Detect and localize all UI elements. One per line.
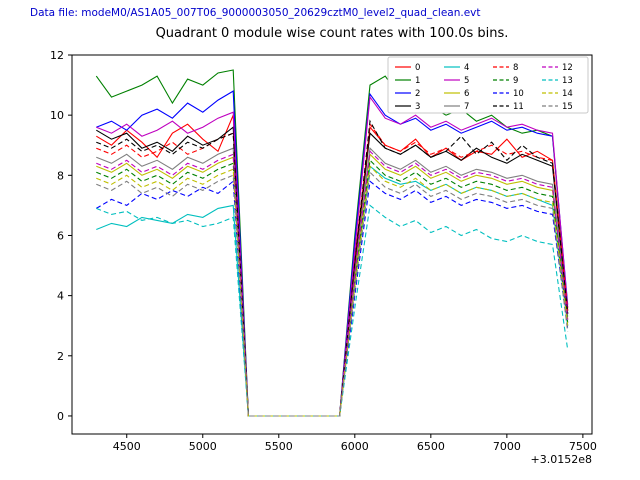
series-line-14: [96, 165, 569, 417]
legend-label-0: 0: [415, 63, 420, 73]
legend-label-1: 1: [415, 76, 420, 86]
x-tick-label: 4500: [113, 440, 141, 453]
y-tick-label: 4: [57, 290, 64, 303]
y-tick-label: 6: [57, 229, 64, 242]
series-line-0: [96, 114, 569, 417]
legend-label-14: 14: [562, 89, 573, 99]
legend-frame: [387, 56, 589, 114]
legend-label-11: 11: [513, 102, 524, 112]
series-line-15: [96, 171, 569, 417]
series-line-2: [96, 90, 569, 417]
legend-label-3: 3: [415, 102, 420, 112]
legend-label-8: 8: [513, 63, 518, 73]
legend-label-6: 6: [464, 89, 469, 99]
y-tick-label: 8: [57, 169, 64, 182]
x-tick-label: 5500: [265, 440, 293, 453]
series-line-3: [96, 126, 569, 417]
legend-label-15: 15: [562, 102, 573, 112]
y-tick-label: 12: [50, 49, 64, 62]
y-tick-label: 0: [57, 410, 64, 423]
x-tick-label: 7000: [493, 440, 521, 453]
y-tick-label: 10: [50, 109, 64, 122]
x-tick-label: 5000: [189, 440, 217, 453]
legend-label-12: 12: [562, 63, 573, 73]
series-line-10: [96, 180, 569, 417]
series-line-13: [96, 204, 569, 417]
x-tick-label: 7500: [569, 440, 597, 453]
legend-label-13: 13: [562, 76, 573, 86]
legend-label-4: 4: [464, 63, 469, 73]
x-axis-offset-label: +3.0152e8: [530, 453, 592, 466]
legend-label-5: 5: [464, 76, 469, 86]
x-tick-label: 6000: [341, 440, 369, 453]
chart-title: Quadrant 0 module wise count rates with …: [155, 26, 509, 41]
y-tick-label: 2: [57, 350, 64, 363]
legend-label-7: 7: [464, 102, 469, 112]
data-file-label: Data file: modeM0/AS1A05_007T06_90000030…: [30, 7, 481, 19]
axes-frame: [71, 54, 593, 435]
series-line-8: [96, 122, 569, 417]
series-line-11: [96, 119, 569, 417]
legend-label-10: 10: [513, 89, 524, 99]
series-line-9: [96, 159, 569, 417]
series-line-7: [96, 147, 569, 417]
legend-label-2: 2: [415, 89, 420, 99]
series-line-4: [96, 165, 569, 417]
series-line-12: [96, 150, 569, 417]
legend-label-9: 9: [513, 76, 518, 86]
x-tick-label: 6500: [417, 440, 445, 453]
